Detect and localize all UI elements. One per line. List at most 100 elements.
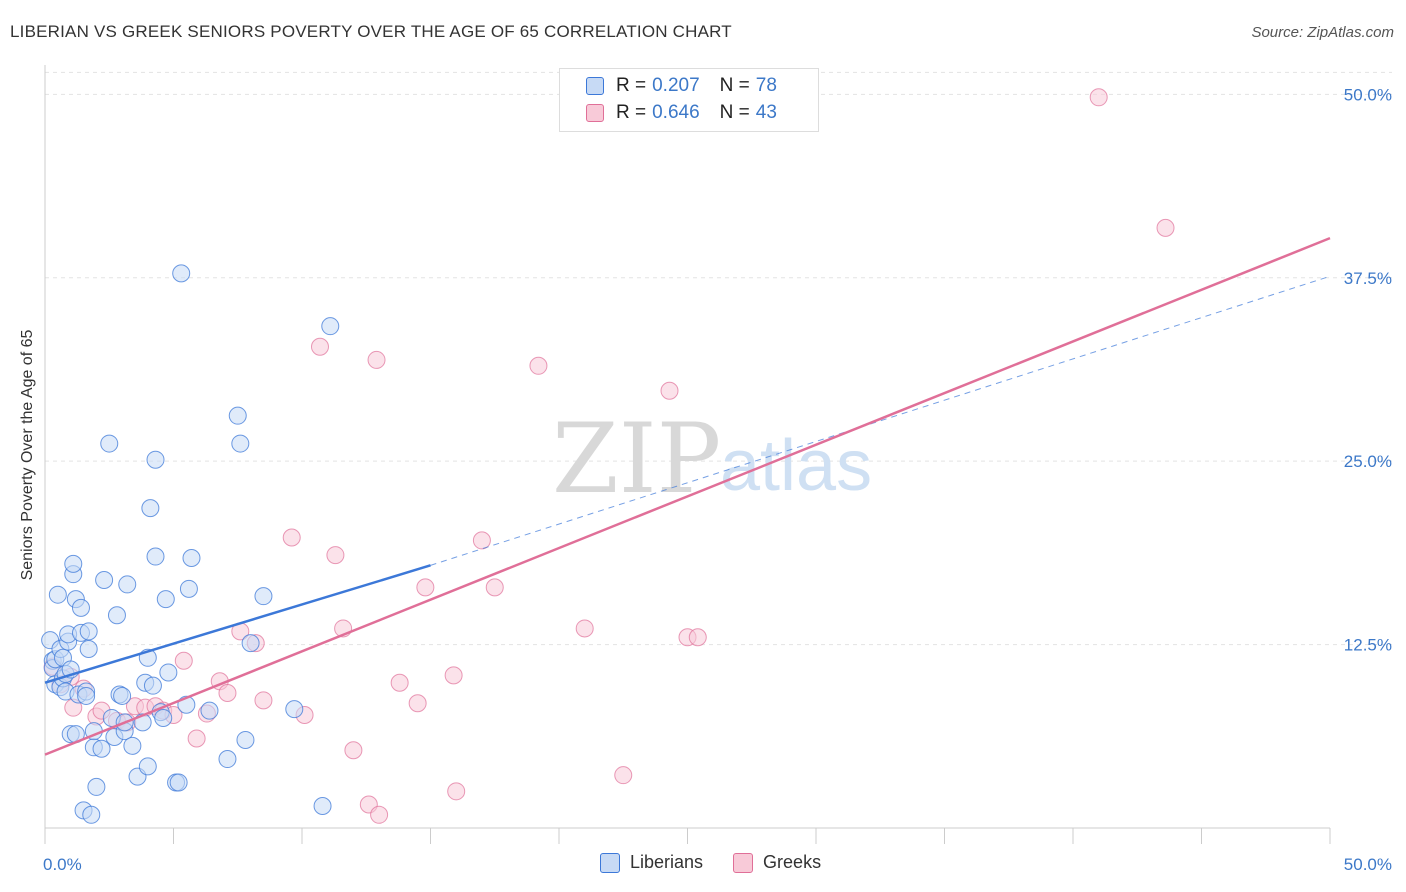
series-legend: Liberians Greeks [600, 852, 851, 873]
legend-n-label: N = [719, 75, 750, 96]
chart-title: LIBERIAN VS GREEK SENIORS POVERTY OVER T… [10, 22, 732, 41]
greeks-point [367, 350, 386, 369]
greeks-point [1089, 88, 1108, 107]
greeks-point [444, 666, 463, 685]
liberians-trend-dashed [430, 275, 1331, 566]
liberians-point [154, 708, 173, 727]
legend-item-liberians[interactable]: Liberians [600, 852, 703, 873]
source-label: Source: ZipAtlas.com [1251, 24, 1394, 41]
liberians-point [87, 777, 106, 796]
liberians-point [141, 499, 160, 518]
greeks-point [370, 805, 389, 824]
greeks-point [326, 546, 345, 565]
legend-row-greeks: R = 0.646 N = 43 [586, 100, 777, 126]
liberians-point [321, 317, 340, 336]
liberians-legend-swatch [600, 852, 620, 873]
legend-r-label: R = [616, 102, 647, 123]
y-tick-label: 50.0% [1344, 85, 1392, 104]
liberians-point [92, 739, 111, 758]
liberians-trend-line [44, 564, 431, 684]
greeks-point [1156, 218, 1175, 237]
liberians-point [182, 549, 201, 568]
greeks-point [575, 619, 594, 638]
greeks-point [344, 741, 363, 760]
liberians-point [236, 730, 255, 749]
y-tick-label: 37.5% [1344, 269, 1392, 288]
liberians-point [285, 700, 304, 719]
legend-n-value-greeks: 43 [755, 102, 777, 123]
x-tick-label: 50.0% [1344, 855, 1392, 874]
liberians-point [156, 590, 175, 609]
greeks-point [174, 651, 193, 670]
liberians-point [200, 701, 219, 720]
liberians-point [82, 805, 101, 824]
liberians-point [113, 686, 132, 705]
liberians-point [146, 450, 165, 469]
liberians-point [123, 736, 142, 755]
liberians-point [100, 434, 119, 453]
liberians-point [179, 579, 198, 598]
liberians-point [77, 686, 96, 705]
greeks-point [254, 691, 273, 710]
tick-labels: 12.5% 25.0% 37.5% 50.0% 0.0% 50.0% [43, 85, 1392, 874]
correlation-legend: R = 0.207 N = 78 R = 0.646 N = 43 [559, 68, 819, 132]
greeks-point [218, 684, 237, 703]
greeks-trend-line [44, 236, 1331, 756]
liberians-point [138, 757, 157, 776]
liberians-point [146, 547, 165, 566]
greeks-point [660, 381, 679, 400]
greeks-point [408, 694, 427, 713]
liberians-point [169, 773, 188, 792]
liberians-point [79, 639, 98, 658]
legend-n-label: N = [719, 102, 750, 123]
greeks-legend-label: Greeks [763, 852, 822, 872]
liberians-point [313, 796, 332, 815]
greeks-legend-swatch [733, 852, 754, 873]
legend-r-value-liberians: 0.207 [652, 75, 700, 96]
liberians-legend-label: Liberians [630, 852, 704, 872]
liberians-point [64, 554, 83, 573]
greeks-point [187, 729, 206, 748]
legend-row-liberians: R = 0.207 N = 78 [586, 73, 777, 99]
liberians-point [71, 598, 90, 617]
greeks-point [688, 628, 707, 647]
liberians-point [95, 571, 114, 590]
liberians-point [159, 663, 178, 682]
greeks-point [282, 528, 301, 547]
grid-lines [45, 71, 1392, 646]
legend-n-value-liberians: 78 [755, 75, 777, 96]
greeks-point [310, 337, 329, 356]
greeks-point [472, 531, 491, 550]
watermark: ZIP atlas [552, 403, 872, 515]
legend-item-greeks[interactable]: Greeks [733, 852, 821, 873]
liberians-point [79, 622, 98, 641]
trend-lines [44, 236, 1331, 756]
legend-r-value-greeks: 0.646 [652, 102, 700, 123]
liberians-swatch [586, 77, 604, 95]
x-tick-label: 0.0% [43, 855, 82, 874]
liberians-points [41, 264, 340, 824]
liberians-point [228, 406, 247, 425]
liberians-point [107, 606, 126, 625]
greeks-swatch [586, 104, 604, 122]
liberians-point [143, 676, 162, 695]
legend-r-label: R = [616, 75, 647, 96]
liberians-point [118, 575, 137, 594]
watermark-atlas: atlas [720, 426, 872, 506]
greeks-point [529, 356, 548, 375]
greeks-point [390, 673, 409, 692]
y-tick-label: 25.0% [1344, 452, 1392, 471]
greeks-point [614, 766, 633, 785]
liberians-point [241, 634, 260, 653]
y-tick-label: 12.5% [1344, 636, 1392, 655]
liberians-point [231, 434, 250, 453]
liberians-point [48, 585, 67, 604]
greeks-point [416, 578, 435, 597]
greeks-point [485, 578, 504, 597]
watermark-zip: ZIP [552, 403, 721, 515]
axes [44, 65, 1331, 844]
liberians-point [172, 264, 191, 283]
greeks-point [447, 782, 466, 801]
liberians-point [218, 750, 237, 769]
